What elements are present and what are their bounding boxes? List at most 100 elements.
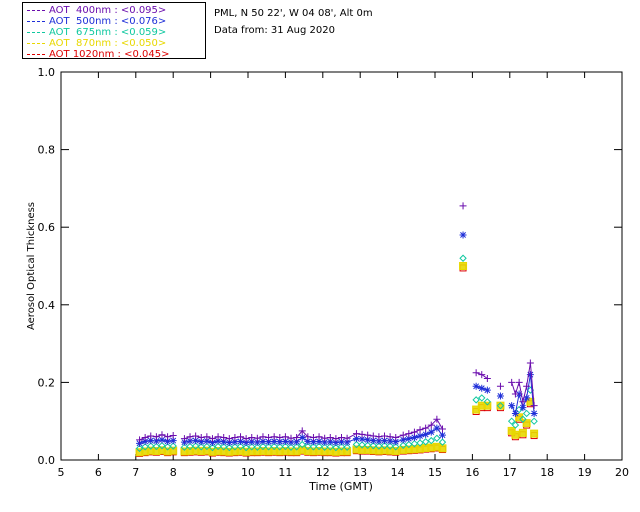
data-point <box>386 442 394 450</box>
data-point <box>197 433 205 441</box>
data-point <box>433 434 441 442</box>
legend-swatch-400 <box>27 9 45 11</box>
data-point <box>422 430 430 438</box>
x-axis-label: Time (GMT) <box>308 480 373 493</box>
data-point <box>496 382 504 390</box>
data-point <box>337 443 346 451</box>
data-point <box>248 433 256 441</box>
data-point <box>180 443 189 451</box>
legend-label-1020: AOT 1020nm : <0.045> <box>49 48 170 60</box>
data-point <box>208 443 217 452</box>
data-point <box>515 413 524 422</box>
data-point <box>438 444 447 453</box>
data-point <box>343 438 351 446</box>
x-tick-label: 15 <box>428 466 442 479</box>
data-point <box>332 443 340 452</box>
data-point <box>192 432 200 440</box>
data-point <box>237 437 245 445</box>
data-point <box>352 440 361 449</box>
data-point <box>530 409 538 417</box>
y-tick-label: 0.6 <box>38 221 56 234</box>
legend-label-870: AOT 870nm : <0.050> <box>49 37 167 49</box>
data-point <box>253 443 262 451</box>
data-point <box>478 384 486 392</box>
data-point <box>141 433 149 441</box>
data-point <box>416 426 424 434</box>
data-point <box>136 436 144 444</box>
data-point <box>141 437 149 445</box>
x-tick-label: 5 <box>58 466 65 479</box>
data-point <box>459 254 467 262</box>
data-point <box>381 437 389 445</box>
data-point <box>507 417 516 425</box>
data-point <box>410 428 418 436</box>
data-point <box>248 443 256 451</box>
data-point <box>433 424 441 432</box>
data-point <box>141 443 149 451</box>
data-point <box>264 443 273 451</box>
legend-label-400: AOT 400nm : <0.095> <box>49 4 167 16</box>
data-point <box>518 428 527 437</box>
data-point <box>203 442 211 451</box>
data-point <box>180 435 188 443</box>
data-point <box>472 382 480 390</box>
data-point <box>169 437 177 445</box>
data-point <box>332 439 340 447</box>
data-point <box>265 433 273 441</box>
data-point <box>321 438 329 446</box>
data-point <box>392 443 400 451</box>
data-point <box>315 437 323 445</box>
data-point <box>483 386 491 394</box>
data-point <box>526 371 534 379</box>
data-point <box>375 437 383 445</box>
data-point <box>358 430 366 438</box>
data-point <box>169 432 177 440</box>
data-point <box>433 415 441 423</box>
data-point <box>416 432 424 440</box>
data-point <box>225 439 233 447</box>
data-point <box>287 438 295 446</box>
data-point <box>147 432 155 440</box>
data-point <box>511 409 519 417</box>
data-point <box>164 437 172 445</box>
data-point <box>147 442 155 450</box>
x-tick-label: 9 <box>207 466 214 479</box>
data-point <box>326 438 334 446</box>
data-point <box>399 431 407 439</box>
series-1 <box>136 231 538 447</box>
data-point <box>152 442 161 451</box>
data-point <box>309 443 318 451</box>
x-tick-label: 20 <box>615 466 629 479</box>
x-tick-label: 19 <box>578 466 592 479</box>
data-point <box>338 433 345 441</box>
data-point <box>242 435 250 443</box>
data-point <box>380 441 389 450</box>
data-point <box>326 433 334 441</box>
y-tick-label: 0.8 <box>38 144 56 157</box>
data-point <box>332 435 340 443</box>
data-point <box>478 371 486 379</box>
data-point <box>515 390 523 398</box>
data-point <box>405 435 413 443</box>
data-point <box>298 440 306 449</box>
data-point <box>358 441 366 449</box>
data-point <box>363 441 372 449</box>
data-point <box>298 427 306 435</box>
data-point <box>511 430 520 439</box>
x-tick-label: 6 <box>95 466 102 479</box>
data-point <box>214 442 222 451</box>
data-point <box>530 429 539 438</box>
data-point <box>343 443 351 451</box>
legend-swatch-870 <box>27 42 45 44</box>
data-point <box>352 435 360 443</box>
data-point <box>293 433 301 441</box>
data-point <box>220 438 228 446</box>
series-3 <box>135 262 539 457</box>
data-point <box>526 359 534 367</box>
data-point <box>158 441 166 450</box>
data-point <box>304 442 312 451</box>
legend: AOT 400nm : <0.095> AOT 500nm : <0.076> … <box>22 2 206 60</box>
data-point <box>203 437 211 445</box>
plot-frame <box>60 71 623 461</box>
x-tick-label: 18 <box>540 466 554 479</box>
